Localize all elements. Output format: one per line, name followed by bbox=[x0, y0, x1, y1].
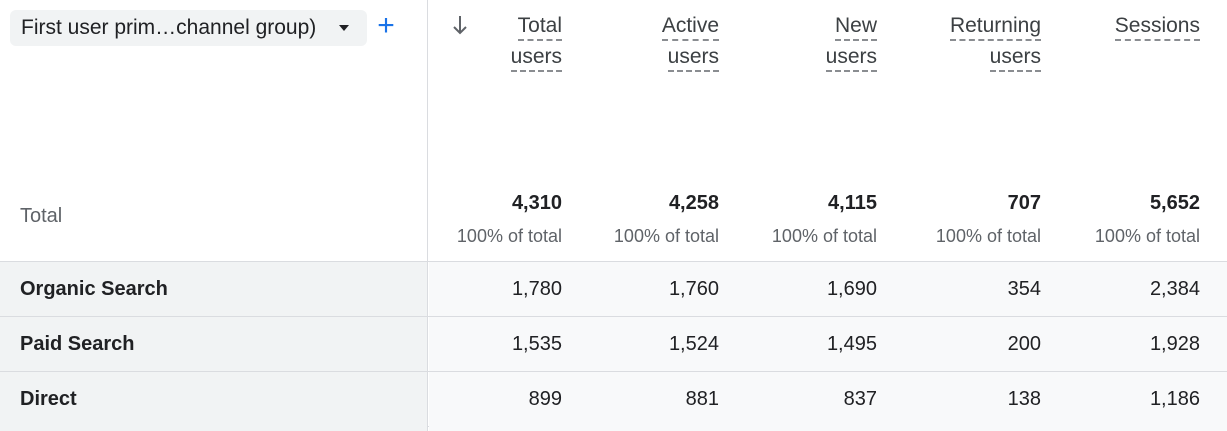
total-percent: 100% of total bbox=[613, 226, 719, 246]
row-metric-value: 1,760 bbox=[668, 278, 719, 300]
dimension-column bbox=[0, 0, 428, 431]
total-percent: 100% of total bbox=[771, 226, 877, 246]
row-metric-value: 837 bbox=[843, 388, 877, 410]
row-metric-value: 2,384 bbox=[1149, 278, 1200, 300]
row-dimension-value: Organic Search bbox=[0, 262, 428, 316]
total-value: 5,652 bbox=[1149, 192, 1200, 214]
table-row[interactable]: Organic Search 1,780 1,760 1,690 354 2,3… bbox=[0, 262, 1227, 317]
row-metric-area bbox=[429, 372, 1227, 426]
column-header-line1: Sessions bbox=[1114, 13, 1200, 41]
row-metric-area bbox=[429, 317, 1227, 371]
row-metric-value: 899 bbox=[528, 388, 562, 410]
row-metric-value: 1,524 bbox=[668, 333, 719, 355]
row-metric-value: 200 bbox=[1007, 333, 1041, 355]
dimension-selector[interactable]: First user prim…channel group) bbox=[10, 10, 367, 46]
total-label: Total bbox=[20, 205, 63, 227]
row-metric-value: 354 bbox=[1007, 278, 1041, 300]
column-header-line1: New bbox=[834, 13, 877, 41]
dimension-selector-label: First user prim…channel group) bbox=[21, 16, 317, 39]
column-header-total-users[interactable]: Total users bbox=[510, 10, 562, 72]
column-header-new-users[interactable]: New users bbox=[825, 10, 877, 72]
table-row-partial bbox=[0, 426, 1227, 431]
row-metric-area bbox=[429, 262, 1227, 316]
total-percent: 100% of total bbox=[1094, 226, 1200, 246]
row-dimension-value: Paid Search bbox=[0, 317, 428, 371]
column-header-line1: Total bbox=[517, 13, 562, 41]
caret-down-icon[interactable] bbox=[339, 25, 349, 31]
row-metric-value: 1,495 bbox=[826, 333, 877, 355]
column-header-line1: Active bbox=[661, 13, 719, 41]
row-metric-value: 1,535 bbox=[511, 333, 562, 355]
column-header-line2: users bbox=[989, 44, 1041, 72]
row-metric-value: 1,186 bbox=[1149, 388, 1200, 410]
column-header-active-users[interactable]: Active users bbox=[661, 10, 719, 72]
row-metric-value: 881 bbox=[685, 388, 719, 410]
column-header-line2: users bbox=[510, 44, 562, 72]
row-metric-value: 1,690 bbox=[826, 278, 877, 300]
add-dimension-button[interactable]: + bbox=[377, 9, 395, 42]
column-header-sessions[interactable]: Sessions bbox=[1114, 10, 1200, 41]
row-metric-value: 138 bbox=[1007, 388, 1041, 410]
table-row[interactable]: Paid Search 1,535 1,524 1,495 200 1,928 bbox=[0, 317, 1227, 372]
row-metric-value: 1,928 bbox=[1149, 333, 1200, 355]
total-percent: 100% of total bbox=[935, 226, 1041, 246]
total-value: 4,115 bbox=[828, 192, 877, 214]
table-row[interactable]: Direct 899 881 837 138 1,186 bbox=[0, 372, 1227, 427]
arrow-down-icon[interactable] bbox=[452, 14, 468, 36]
column-header-line2: users bbox=[825, 44, 877, 72]
column-header-returning-users[interactable]: Returning users bbox=[949, 10, 1041, 72]
row-metric-area bbox=[429, 426, 1227, 431]
table-header bbox=[0, 261, 1227, 262]
column-header-line1: Returning bbox=[949, 13, 1041, 41]
row-dimension-cell bbox=[0, 426, 428, 431]
row-metric-value: 1,780 bbox=[511, 278, 562, 300]
column-header-line2: users bbox=[667, 44, 719, 72]
total-percent: 100% of total bbox=[456, 226, 562, 246]
total-value: 4,258 bbox=[668, 192, 719, 214]
row-dimension-value: Direct bbox=[0, 372, 428, 426]
total-value: 4,310 bbox=[511, 192, 562, 214]
total-value: 707 bbox=[1007, 192, 1041, 214]
